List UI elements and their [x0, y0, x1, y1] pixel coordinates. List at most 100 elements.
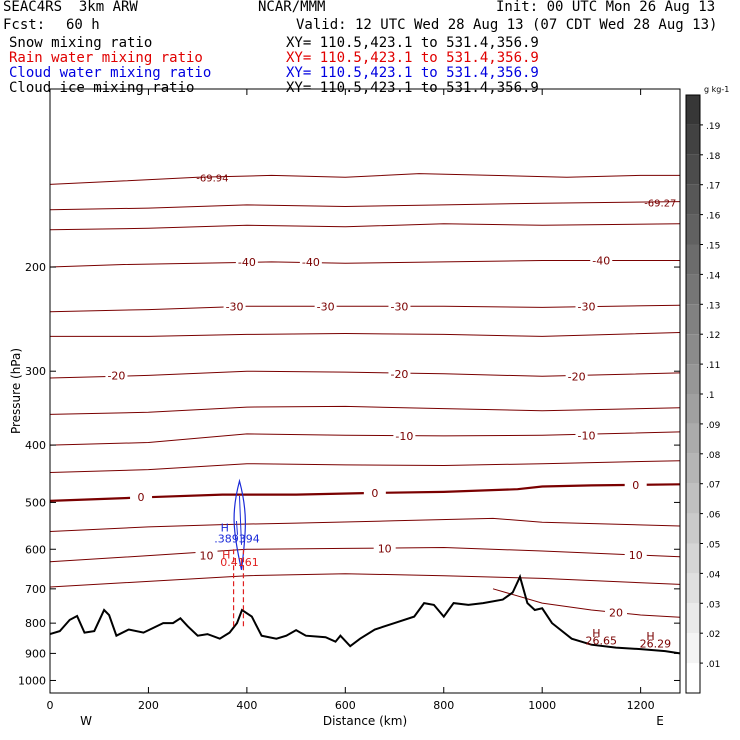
isotherm-label: 10 [200, 550, 214, 563]
x-tick-label: 1200 [627, 699, 655, 712]
isotherm-2 [49, 223, 681, 231]
x-tick-label: 800 [433, 699, 454, 712]
colorbar-swatch [686, 214, 700, 245]
colorbar-tick-label: .16 [706, 212, 721, 222]
y-tick-label: 800 [25, 617, 46, 630]
isotherm-label: 0 [632, 479, 639, 492]
contour-annotation: H [646, 630, 654, 643]
isotherm-label-bg [223, 300, 246, 313]
isotherm-label-bg [105, 369, 128, 382]
isotherm-label: -69.27 [644, 199, 676, 210]
isotherm-label: 20 [609, 607, 623, 620]
isotherm-label: -30 [390, 300, 408, 313]
isotherm-label-bg [624, 478, 647, 491]
x-tick-label: 600 [335, 699, 356, 712]
isotherm-13 [49, 573, 681, 588]
colorbar-tick-label: .15 [706, 242, 720, 252]
contour-annotation: .389394 [214, 533, 260, 546]
isotherm-label: -20 [107, 369, 125, 382]
isotherm-4 [49, 304, 681, 313]
field-title-snow: Snow mixing ratio [9, 35, 153, 51]
colorbar-swatch [686, 274, 700, 305]
isotherm-label: -10 [395, 430, 413, 443]
colorbar-swatch [686, 304, 700, 335]
plot-frame [49, 88, 681, 694]
isotherm-label-bg [388, 367, 411, 380]
terrain-line [49, 573, 681, 655]
y-tick-label: 900 [25, 647, 46, 660]
contour-annotation: H [222, 549, 230, 562]
y-tick-label: 300 [25, 365, 46, 378]
isotherm-label: -30 [578, 300, 596, 313]
isotherm-label: 0 [371, 487, 378, 500]
field-title-rain: Rain water mixing ratio [9, 50, 203, 66]
init-time: Init: 00 UTC Mon 26 Aug 13 [496, 0, 716, 15]
east-endpoint-label: E [656, 714, 664, 728]
colorbar-tick-label: .12 [706, 331, 720, 341]
colorbar-tick-label: .08 [706, 451, 721, 461]
x-tick-label: 400 [236, 699, 257, 712]
field-title-cloud-water: Cloud water mixing ratio [9, 65, 212, 81]
isotherm-label-bg [373, 542, 396, 555]
colorbar-tick-label: .03 [706, 600, 720, 610]
isotherm-label-bg [363, 486, 386, 499]
isotherm-label-bg [590, 254, 613, 267]
colorbar-swatch [686, 573, 700, 604]
isotherm-label: 10 [378, 542, 392, 555]
colorbar-tick-label: .13 [706, 301, 720, 311]
colorbar-tick-label: .1 [706, 391, 715, 401]
isotherm-label-bg [575, 429, 598, 442]
cloud-water-contour [233, 478, 246, 570]
isotherm-1 [49, 201, 681, 211]
x-tick-label: 0 [47, 699, 54, 712]
colorbar-swatch [686, 633, 700, 664]
colorbar-tick-label: .11 [706, 361, 720, 371]
y-tick-label: 1000 [18, 674, 46, 687]
isotherm-label-bg [235, 255, 258, 268]
isotherm-label-bg [299, 255, 322, 268]
colorbar-swatch [686, 334, 700, 365]
colorbar-swatch [686, 543, 700, 574]
forecast-label: Fcst: [3, 17, 46, 33]
isotherm-8 [49, 431, 681, 446]
contour-annotation: H [592, 627, 600, 640]
colorbar-swatch [686, 124, 700, 155]
isotherm-label-bg [565, 370, 588, 383]
isotherm-label-bg [314, 300, 337, 313]
isotherm-label-bg [130, 491, 153, 504]
colorbar-swatch [686, 453, 700, 484]
isotherm-label: -30 [317, 300, 335, 313]
isotherm-10 [49, 483, 681, 502]
colorbar-tick-label: .17 [706, 182, 720, 192]
isotherm-6 [49, 370, 681, 379]
center-name: NCAR/MMM [258, 0, 326, 15]
isotherm-label: -30 [226, 300, 244, 313]
field-xy-cloud-ice: XY= 110.5,423.1 to 531.4,356.9 [286, 80, 539, 96]
colorbar-unit-label: g kg-1 [704, 85, 729, 94]
isotherm-label: 10 [629, 549, 643, 562]
isotherm-label: 0 [138, 491, 145, 504]
contour-annotation: H [221, 522, 229, 535]
colorbar-swatch [686, 154, 700, 185]
x-tick-label: 1000 [528, 699, 556, 712]
colorbar-tick-label: .01 [706, 660, 720, 670]
x-tick-label: 200 [138, 699, 159, 712]
colorbar-swatch [686, 423, 700, 454]
isotherm-label: -20 [568, 370, 586, 383]
isotherm-label: -69.94 [196, 173, 228, 184]
colorbar-swatch [686, 513, 700, 544]
colorbar-swatch [686, 364, 700, 394]
colorbar-swatch [686, 483, 700, 514]
west-endpoint-label: W [80, 714, 92, 728]
colorbar-tick-label: .07 [706, 481, 720, 491]
isotherm-label: -40 [238, 256, 256, 269]
field-xy-cloud-water: XY= 110.5,423.1 to 531.4,356.9 [286, 65, 539, 81]
cloud-water-inner-contour [235, 495, 242, 545]
colorbar-swatch [686, 394, 700, 424]
y-tick-label: 700 [25, 583, 46, 596]
colorbar-swatch [686, 603, 700, 634]
field-xy-snow: XY= 110.5,423.1 to 531.4,356.9 [286, 35, 539, 51]
y-tick-label: 200 [25, 261, 46, 274]
